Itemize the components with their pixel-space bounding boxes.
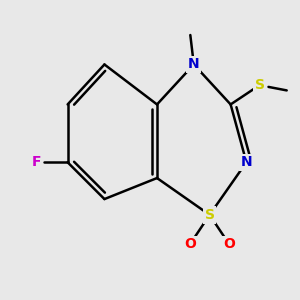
Text: O: O (223, 237, 235, 251)
Text: O: O (184, 237, 196, 251)
Text: N: N (188, 58, 200, 71)
Text: N: N (241, 155, 252, 169)
Text: F: F (31, 155, 41, 169)
Text: S: S (255, 78, 265, 92)
Text: S: S (205, 208, 214, 222)
